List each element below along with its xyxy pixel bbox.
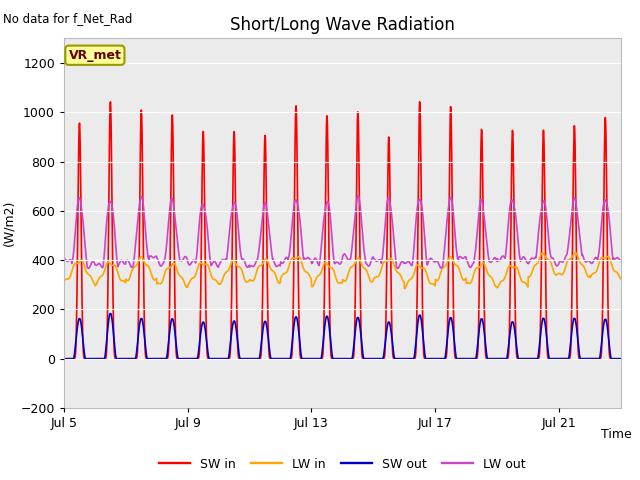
SW in	[60, 356, 68, 361]
LW out	[84, 265, 92, 271]
LW out	[60, 256, 68, 262]
LW in	[356, 258, 364, 264]
LW in	[93, 280, 100, 286]
LW in	[308, 284, 316, 289]
SW out	[93, 356, 100, 361]
Line: LW in: LW in	[64, 252, 621, 288]
Line: LW out: LW out	[64, 195, 621, 268]
LW in	[299, 264, 307, 270]
LW in	[60, 278, 68, 284]
Y-axis label: (W/m2): (W/m2)	[2, 200, 15, 246]
SW out	[419, 325, 426, 331]
SW in	[308, 356, 316, 361]
SW in	[93, 356, 100, 361]
LW out	[419, 209, 426, 215]
LW out	[357, 212, 365, 217]
SW in	[356, 283, 364, 288]
Line: SW out: SW out	[64, 313, 621, 359]
SW out	[60, 356, 68, 361]
LW out	[541, 199, 548, 205]
SW out	[300, 356, 307, 361]
LW out	[300, 254, 307, 260]
SW out	[541, 317, 548, 323]
Text: No data for f_Net_Rad: No data for f_Net_Rad	[3, 12, 132, 25]
SW in	[541, 162, 548, 168]
LW out	[617, 258, 625, 264]
Line: SW in: SW in	[64, 102, 621, 359]
LW in	[572, 250, 579, 255]
Legend: SW in, LW in, SW out, LW out: SW in, LW in, SW out, LW out	[154, 453, 531, 476]
SW out	[356, 329, 364, 335]
LW out	[93, 262, 101, 268]
SW in	[617, 356, 625, 361]
SW out	[308, 356, 316, 361]
LW in	[401, 286, 408, 291]
LW in	[541, 252, 548, 258]
LW out	[354, 192, 362, 198]
Title: Short/Long Wave Radiation: Short/Long Wave Radiation	[230, 16, 455, 34]
Text: VR_met: VR_met	[68, 49, 122, 62]
LW in	[617, 276, 625, 282]
SW in	[299, 356, 307, 361]
LW in	[419, 265, 426, 271]
SW in	[419, 283, 426, 288]
SW out	[106, 311, 114, 316]
LW out	[308, 260, 316, 266]
SW in	[416, 99, 424, 105]
X-axis label: Time: Time	[601, 428, 632, 441]
SW out	[617, 356, 625, 361]
